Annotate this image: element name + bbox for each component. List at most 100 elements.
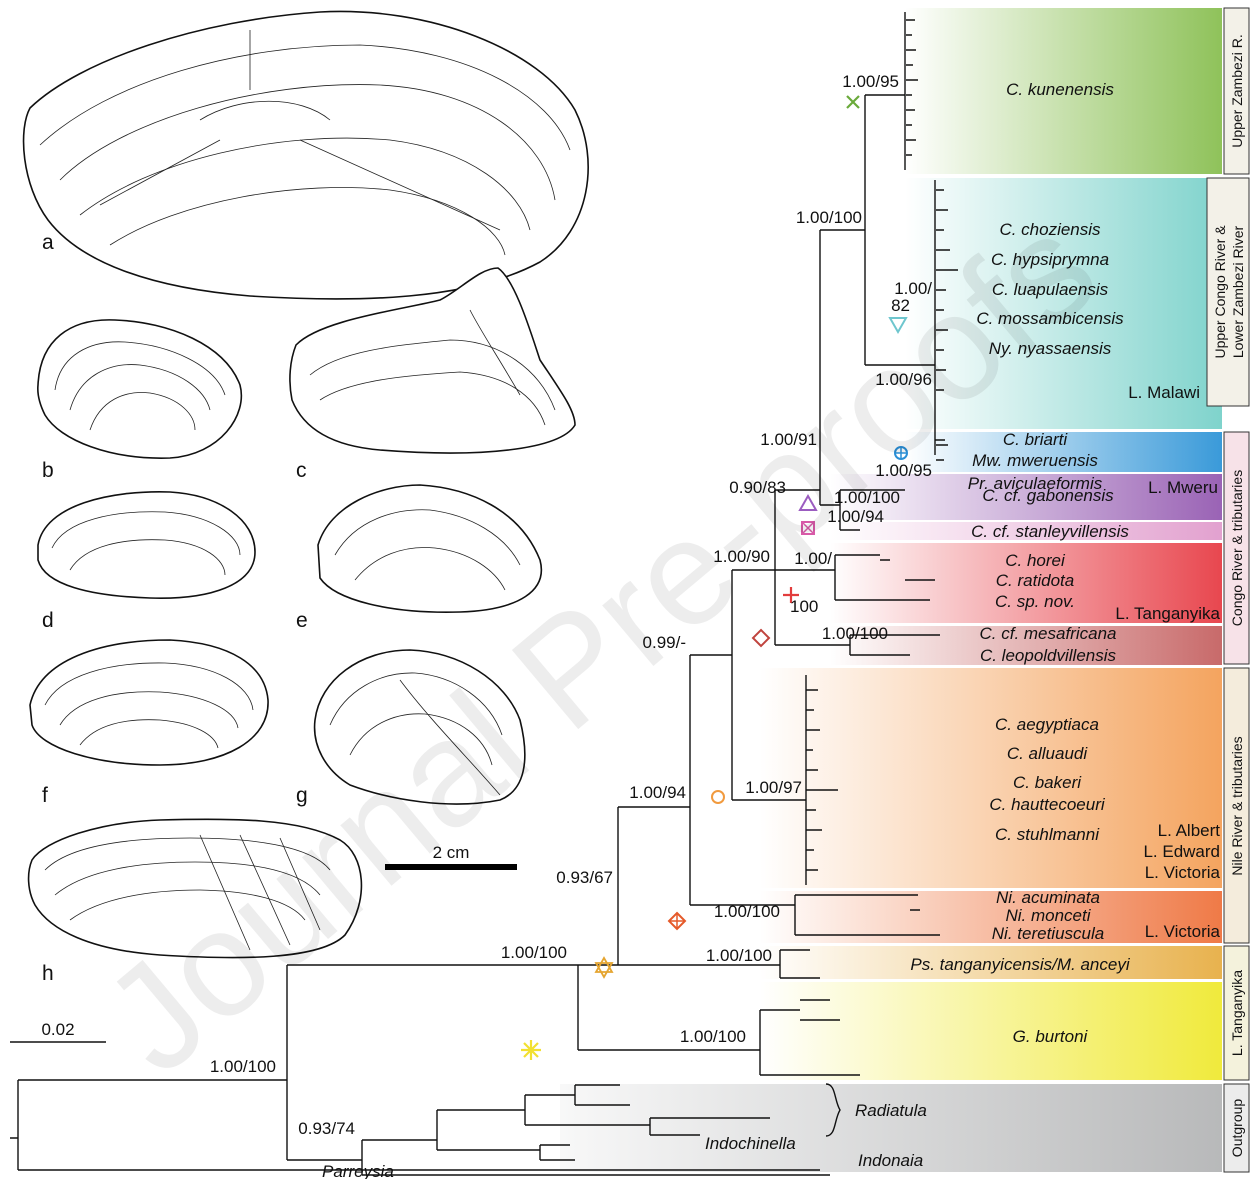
node-markers	[521, 95, 908, 1060]
marker-burtoni-asterisk	[521, 1040, 541, 1060]
band-pseudo	[760, 946, 1222, 979]
panel-label-a: a	[42, 231, 54, 254]
locality-victoria: L. Victoria	[1145, 922, 1221, 941]
taxon-radiatula: Radiatula	[855, 1101, 927, 1120]
region-box-congo	[1223, 431, 1250, 665]
band-mweru	[905, 432, 1222, 472]
band-outgroup	[560, 1084, 1222, 1172]
support-kunenensis: 1.00/95	[842, 72, 899, 91]
taxon-aviculaeformis: Pr. aviculaeformis	[968, 474, 1103, 493]
taxon-alluaudi: C. alluaudi	[1007, 744, 1089, 763]
taxon-hypsiprymna: C. hypsiprymna	[991, 250, 1109, 269]
support-values: 1.00/95 1.00/100 1.00/ 82 1.00/96 1.00/9…	[210, 72, 932, 1138]
region-congo: Congo River & tributaries	[1229, 470, 1245, 626]
support-upper: 1.00/91	[760, 430, 817, 449]
marker-meso-diamond	[751, 628, 771, 648]
locality-edward: L. Edward	[1143, 842, 1220, 861]
support-chozien-b: 82	[891, 296, 910, 315]
marker-kunenensis-cross	[846, 95, 860, 109]
taxon-mossambicensis: C. mossambicensis	[976, 309, 1124, 328]
panel-label-g: g	[296, 784, 308, 807]
locality-mweru: L. Mweru	[1148, 478, 1218, 497]
band-burtoni	[760, 982, 1222, 1080]
support-mweru: 1.00/95	[875, 461, 932, 480]
taxon-stuhlmanni: C. stuhlmanni	[995, 825, 1100, 844]
panel-label-b: b	[42, 459, 54, 482]
shell-scale-label: 2 cm	[433, 843, 470, 862]
region-upper-congo-line1: Upper Congo River &	[1212, 225, 1228, 359]
region-upper-zambezi: Upper Zambezi R.	[1229, 34, 1245, 148]
support-c67: 0.93/67	[556, 868, 613, 887]
radiatula-brace	[825, 1083, 841, 1137]
taxon-indochinella: Indochinella	[705, 1134, 796, 1153]
support-stanley: 1.00/94	[827, 507, 884, 526]
marker-mweru-circle	[894, 446, 908, 460]
region-upper-congo-line2: Lower Zambezi River	[1230, 226, 1246, 359]
band-nile	[760, 668, 1222, 888]
tree-scale-label: 0.02	[41, 1020, 74, 1039]
marker-zambezi-triangle	[888, 317, 908, 335]
region-outgroup: Outgroup	[1229, 1099, 1245, 1158]
support-congo: 0.90/83	[729, 478, 786, 497]
region-tanganyika: L. Tanganyika	[1229, 970, 1245, 1056]
region-box-outgroup	[1223, 1083, 1250, 1173]
locality-malawi: L. Malawi	[1128, 383, 1200, 402]
region-nile: Nile River & tributaries	[1229, 736, 1245, 875]
support-meso: 1.00/100	[822, 624, 888, 643]
taxon-hauttecoeuri: C. hauttecoeuri	[989, 795, 1106, 814]
support-tang-b: 100	[790, 597, 818, 616]
region-box-upper-zambezi	[1223, 7, 1250, 175]
support-core2: 0.99/-	[643, 633, 686, 652]
band-choziensis	[905, 178, 1222, 429]
marker-nitia-diamond	[667, 911, 687, 931]
band-stanleyvillensis	[830, 522, 1222, 540]
panel-label-f: f	[42, 784, 48, 807]
shell-h	[27, 818, 363, 959]
support-nile: 1.00/97	[745, 778, 802, 797]
taxon-mesafricana: C. cf. mesafricana	[980, 624, 1117, 643]
support-pseudo: 1.00/100	[706, 946, 772, 965]
taxon-parreysia: Parreysia	[322, 1162, 394, 1179]
marker-nile-circle	[711, 790, 725, 804]
shell-f	[29, 639, 269, 766]
panel-label-e: e	[296, 609, 308, 632]
band-gabonensis	[830, 474, 1222, 520]
taxon-bakeri: C. bakeri	[1013, 773, 1082, 792]
shell-g	[313, 649, 526, 805]
taxon-luapulaensis: C. luapulaensis	[992, 280, 1109, 299]
region-box-nile	[1223, 667, 1250, 944]
taxon-stanleyvillensis: C. cf. stanleyvillensis	[971, 522, 1129, 541]
taxon-horei: C. horei	[1005, 551, 1066, 570]
panel-label-c: c	[296, 459, 307, 482]
tree-branches	[10, 12, 958, 1176]
taxon-ratidota: C. ratidota	[996, 571, 1074, 590]
shell-a	[22, 10, 589, 300]
taxon-mweruensis: Mw. mweruensis	[972, 451, 1098, 470]
band-tanganyika-congo	[830, 543, 1222, 623]
support-chozien-a: 1.00/	[894, 279, 932, 298]
support-outgroup: 0.93/74	[298, 1119, 355, 1138]
region-box-tanganyika	[1223, 945, 1250, 1081]
marker-pseudo-star	[594, 956, 614, 979]
band-mesafricana	[830, 626, 1222, 665]
band-kunenensis	[905, 8, 1222, 174]
support-congo-low: 1.00/96	[875, 370, 932, 389]
support-burtoni: 1.00/100	[680, 1027, 746, 1046]
scale-bars: 2 cm 0.02	[10, 843, 517, 1043]
shell-c	[289, 267, 576, 454]
panel-label-h: h	[42, 962, 54, 985]
taxon-tanganyicensis: Ps. tanganyicensis/M. anceyi	[910, 955, 1130, 974]
taxon-labels: C. kunenensis C. choziensis C. hypsiprym…	[322, 80, 1221, 1179]
taxon-sp-nov: C. sp. nov.	[995, 592, 1075, 611]
shell-e	[317, 484, 543, 613]
marker-stanley-square	[801, 521, 815, 535]
clade-bands	[560, 8, 1222, 1172]
region-boxes: Upper Zambezi R. Upper Congo River & Low…	[1206, 7, 1250, 1173]
shell-illustrations: a b c d e f g h	[22, 10, 589, 985]
region-box-upper-congo	[1206, 177, 1250, 407]
locality-albert: L. Albert	[1158, 821, 1221, 840]
taxon-kunenensis: C. kunenensis	[1006, 80, 1114, 99]
support-ingroup: 1.00/100	[501, 943, 567, 962]
locality-victoria-nile: L. Victoria	[1145, 863, 1221, 882]
